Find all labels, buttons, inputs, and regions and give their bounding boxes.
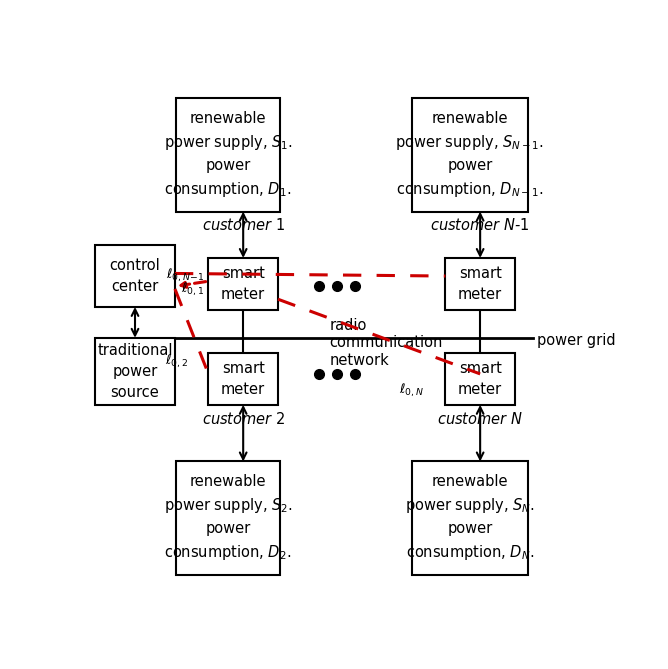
Text: renewable
power supply, $S_{N-1}$.
power
consumption, $D_{N-1}$.: renewable power supply, $S_{N-1}$. power…	[395, 111, 544, 199]
Bar	[208, 258, 278, 310]
Text: traditional
power
source: traditional power source	[98, 343, 173, 400]
Text: power grid: power grid	[537, 333, 616, 348]
Text: customer $1$: customer $1$	[202, 217, 285, 233]
Text: renewable
power supply, $S_2$.
power
consumption, $D_2$.: renewable power supply, $S_2$. power con…	[164, 474, 293, 562]
Text: renewable
power supply, $S_1$.
power
consumption, $D_1$.: renewable power supply, $S_1$. power con…	[164, 111, 293, 199]
Text: radio
communication
network: radio communication network	[329, 318, 443, 368]
Text: smart
meter: smart meter	[221, 266, 265, 302]
Text: smart
meter: smart meter	[458, 361, 502, 397]
Text: $\ell_{0,N}$: $\ell_{0,N}$	[399, 382, 424, 399]
Bar	[95, 338, 175, 405]
Bar	[176, 98, 279, 211]
Text: $\ell_{0,N\!-\!1}$: $\ell_{0,N\!-\!1}$	[166, 266, 204, 284]
Text: smart
meter: smart meter	[221, 361, 265, 397]
Text: control
center: control center	[110, 258, 160, 294]
Bar	[412, 462, 528, 575]
Bar	[208, 353, 278, 405]
Bar	[446, 258, 515, 310]
Text: customer $2$: customer $2$	[202, 411, 285, 427]
Text: renewable
power supply, $S_N$.
power
consumption, $D_N$.: renewable power supply, $S_N$. power con…	[405, 474, 535, 562]
Text: customer $N$-$1$: customer $N$-$1$	[430, 217, 530, 233]
Bar	[95, 245, 175, 307]
Bar	[412, 98, 528, 211]
Bar	[176, 462, 279, 575]
Text: $\ell_{0,1}$: $\ell_{0,1}$	[181, 281, 204, 298]
Text: customer $N$: customer $N$	[437, 411, 523, 427]
Bar	[446, 353, 515, 405]
Text: $\ell_{0,2}$: $\ell_{0,2}$	[164, 353, 188, 370]
Text: smart
meter: smart meter	[458, 266, 502, 302]
